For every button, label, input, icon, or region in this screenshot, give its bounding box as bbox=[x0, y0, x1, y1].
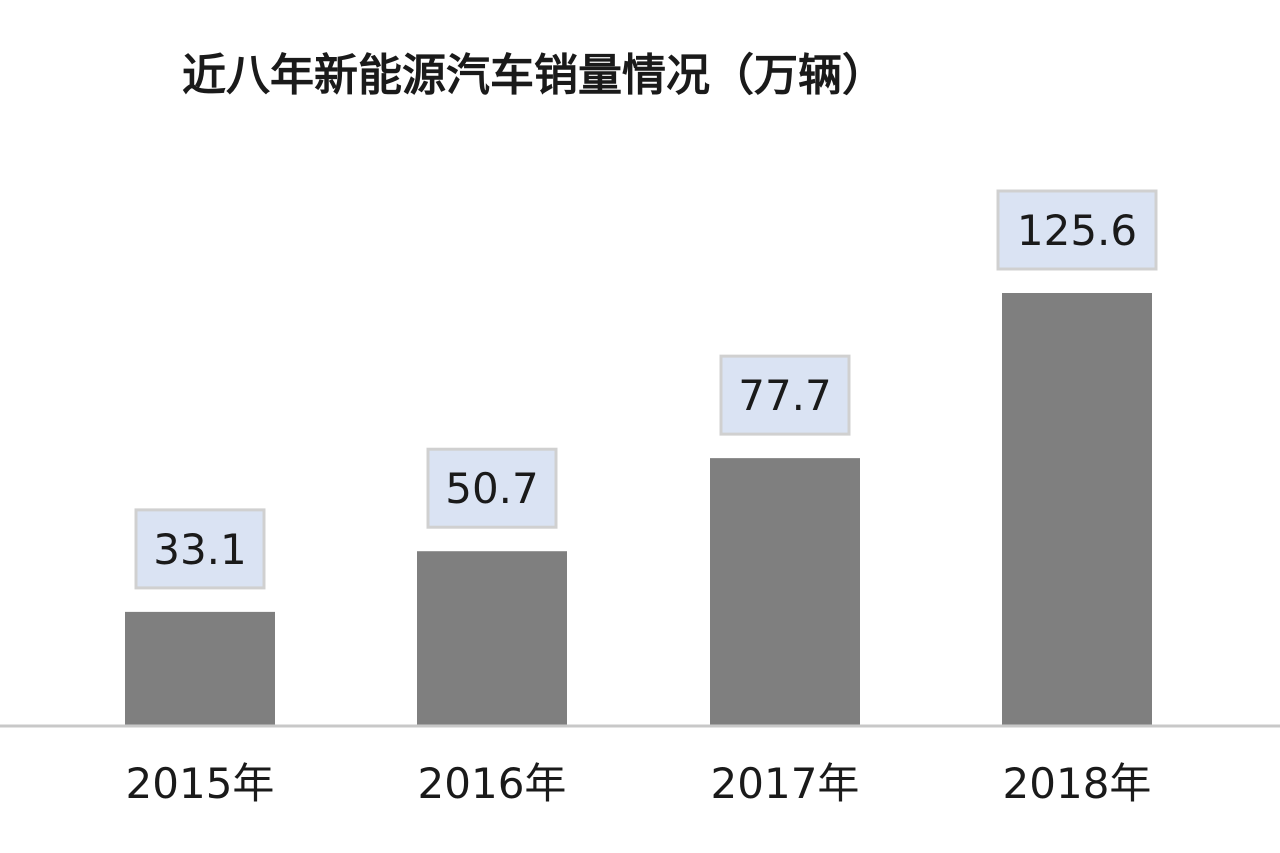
bars-layer: 33.1 50.7 77.7 125.6 bbox=[125, 189, 1158, 726]
bar-2015年 bbox=[125, 611, 275, 726]
x-tick-label: 2015年 bbox=[126, 759, 275, 808]
bar-2017年 bbox=[710, 458, 860, 726]
bar-2016年 bbox=[417, 551, 567, 726]
data-label: 125.6 bbox=[1017, 206, 1137, 255]
x-tick-labels: 2015年 2016年 2017年 2018年 bbox=[126, 759, 1152, 808]
x-tick-label: 2017年 bbox=[711, 759, 860, 808]
chart-title: 近八年新能源汽车销量情况（万辆） bbox=[182, 50, 886, 101]
x-tick-label: 2016年 bbox=[418, 759, 567, 808]
data-label-box bbox=[996, 189, 1158, 271]
data-label: 50.7 bbox=[445, 464, 539, 513]
data-label-box bbox=[719, 354, 851, 436]
data-label: 77.7 bbox=[738, 371, 832, 420]
x-tick-label: 2018年 bbox=[1003, 759, 1152, 808]
bar-2018年 bbox=[1002, 293, 1152, 726]
data-label-box bbox=[134, 508, 266, 590]
data-label-box bbox=[426, 447, 558, 529]
data-label: 33.1 bbox=[153, 525, 247, 574]
